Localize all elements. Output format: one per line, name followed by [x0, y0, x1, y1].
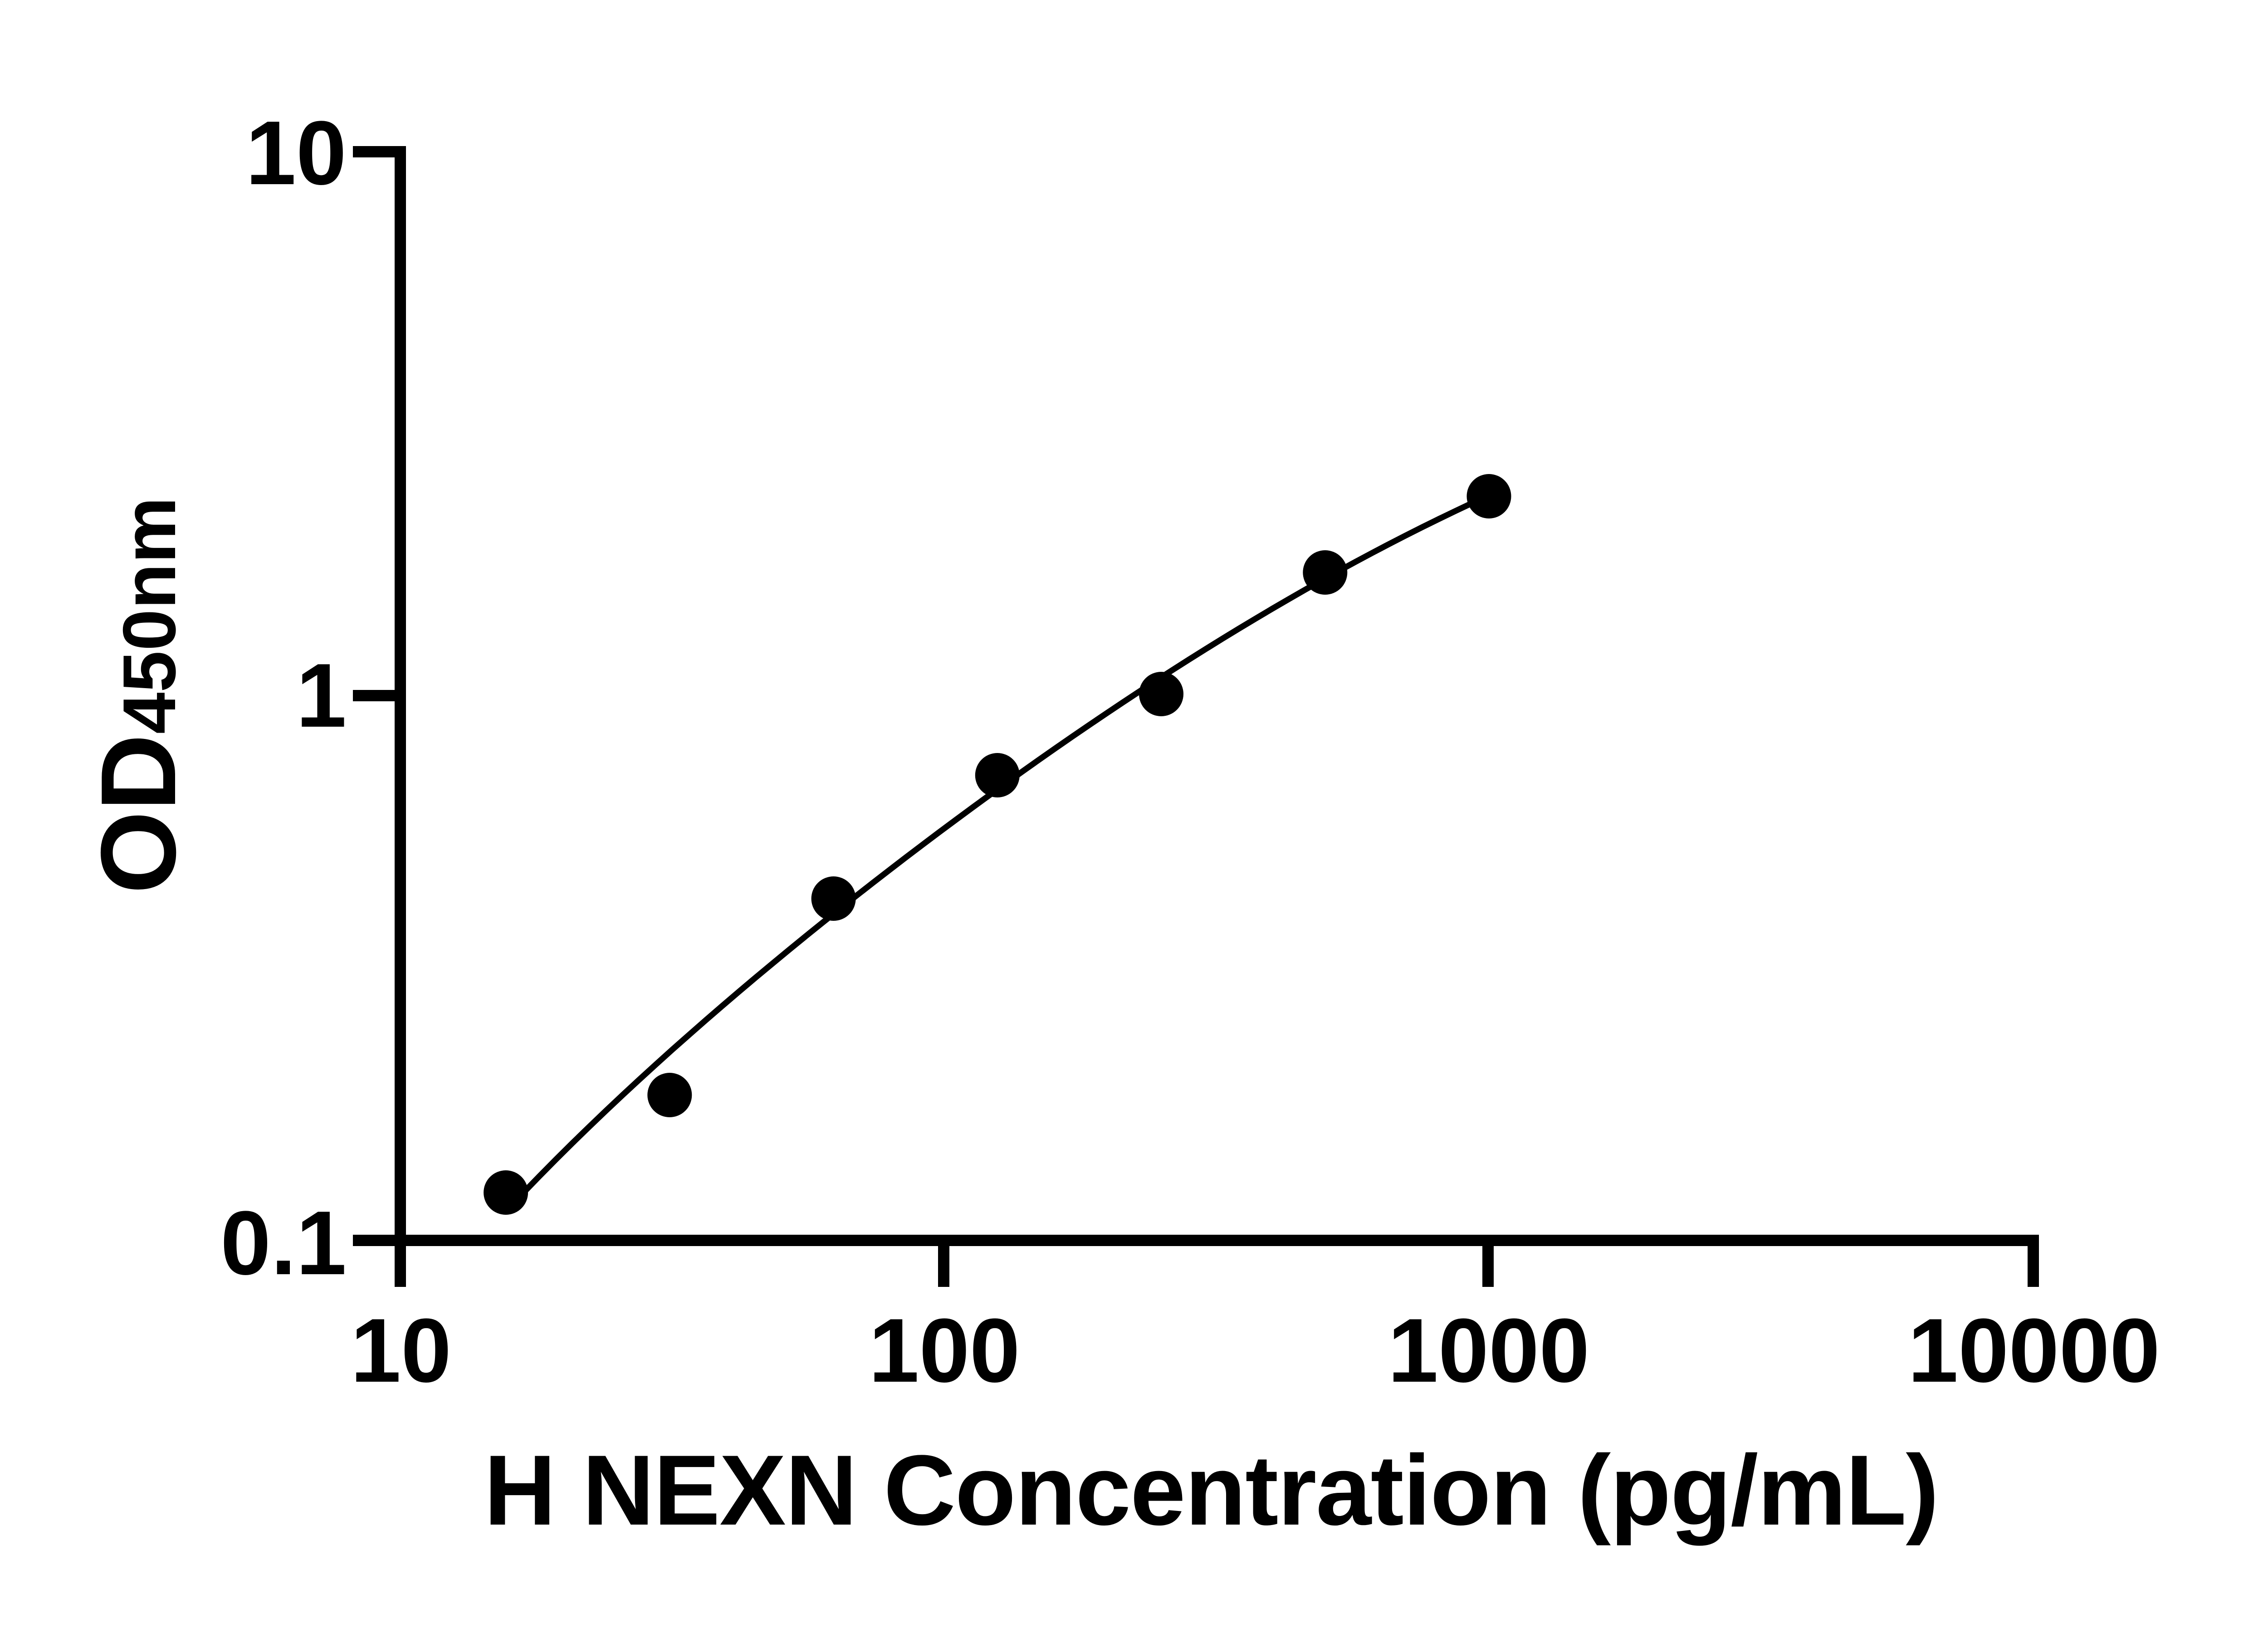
svg-text:OD450nm: OD450nm: [78, 497, 198, 894]
svg-text:10: 10: [246, 103, 347, 204]
svg-text:H NEXN Concentration (pg/mL): H NEXN Concentration (pg/mL): [484, 1434, 1938, 1546]
svg-text:10: 10: [351, 1300, 451, 1401]
svg-text:0.1: 0.1: [220, 1193, 347, 1294]
svg-text:10000: 10000: [1908, 1300, 2160, 1401]
svg-text:1000: 1000: [1388, 1300, 1590, 1401]
svg-text:1: 1: [296, 645, 347, 746]
svg-text:100: 100: [869, 1300, 1020, 1401]
